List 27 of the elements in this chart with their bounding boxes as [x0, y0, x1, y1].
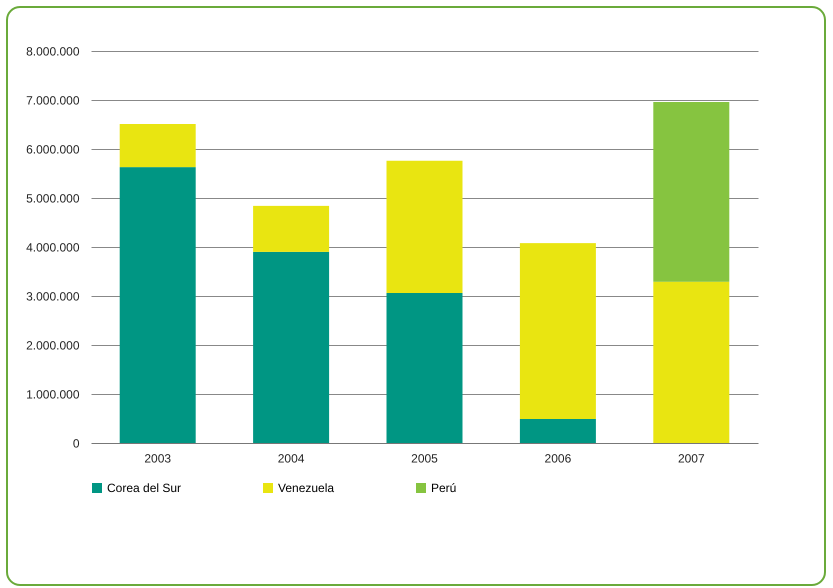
x-tick-label: 2005 [411, 452, 438, 466]
x-tick-label: 2006 [544, 452, 572, 466]
bar [386, 160, 462, 294]
x-tick-label: 2003 [144, 452, 172, 466]
y-tick-label: 4.000.000 [26, 240, 80, 254]
y-tick-label: 7.000.000 [26, 94, 80, 108]
legend-label: Perú [431, 481, 456, 495]
y-tick-label: 5.000.000 [26, 192, 80, 206]
bar [253, 206, 330, 252]
y-tick-label: 2.000.000 [26, 338, 80, 352]
y-tick-label: 3.000.000 [26, 290, 80, 304]
y-tick-label: 8.000.000 [26, 44, 80, 58]
x-tick-label: 2007 [678, 452, 705, 466]
y-tick-label: 1.000.000 [26, 388, 80, 402]
y-tick-label: 6.000.000 [26, 142, 80, 156]
x-tick-label: 2004 [278, 452, 305, 466]
bar [120, 167, 196, 443]
legend-label: Venezuela [278, 481, 334, 495]
bar [386, 293, 462, 443]
bar [253, 252, 330, 443]
bar [520, 243, 596, 419]
bar [120, 124, 196, 168]
y-tick-label: 0 [72, 436, 80, 450]
bar [520, 418, 596, 443]
bar [653, 282, 730, 443]
legend-label: Corea del Sur [107, 481, 182, 495]
bar [653, 102, 730, 282]
